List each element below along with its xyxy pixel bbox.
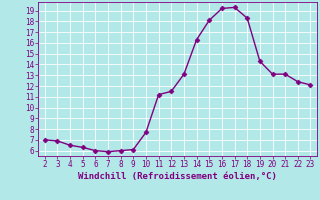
X-axis label: Windchill (Refroidissement éolien,°C): Windchill (Refroidissement éolien,°C) bbox=[78, 172, 277, 181]
